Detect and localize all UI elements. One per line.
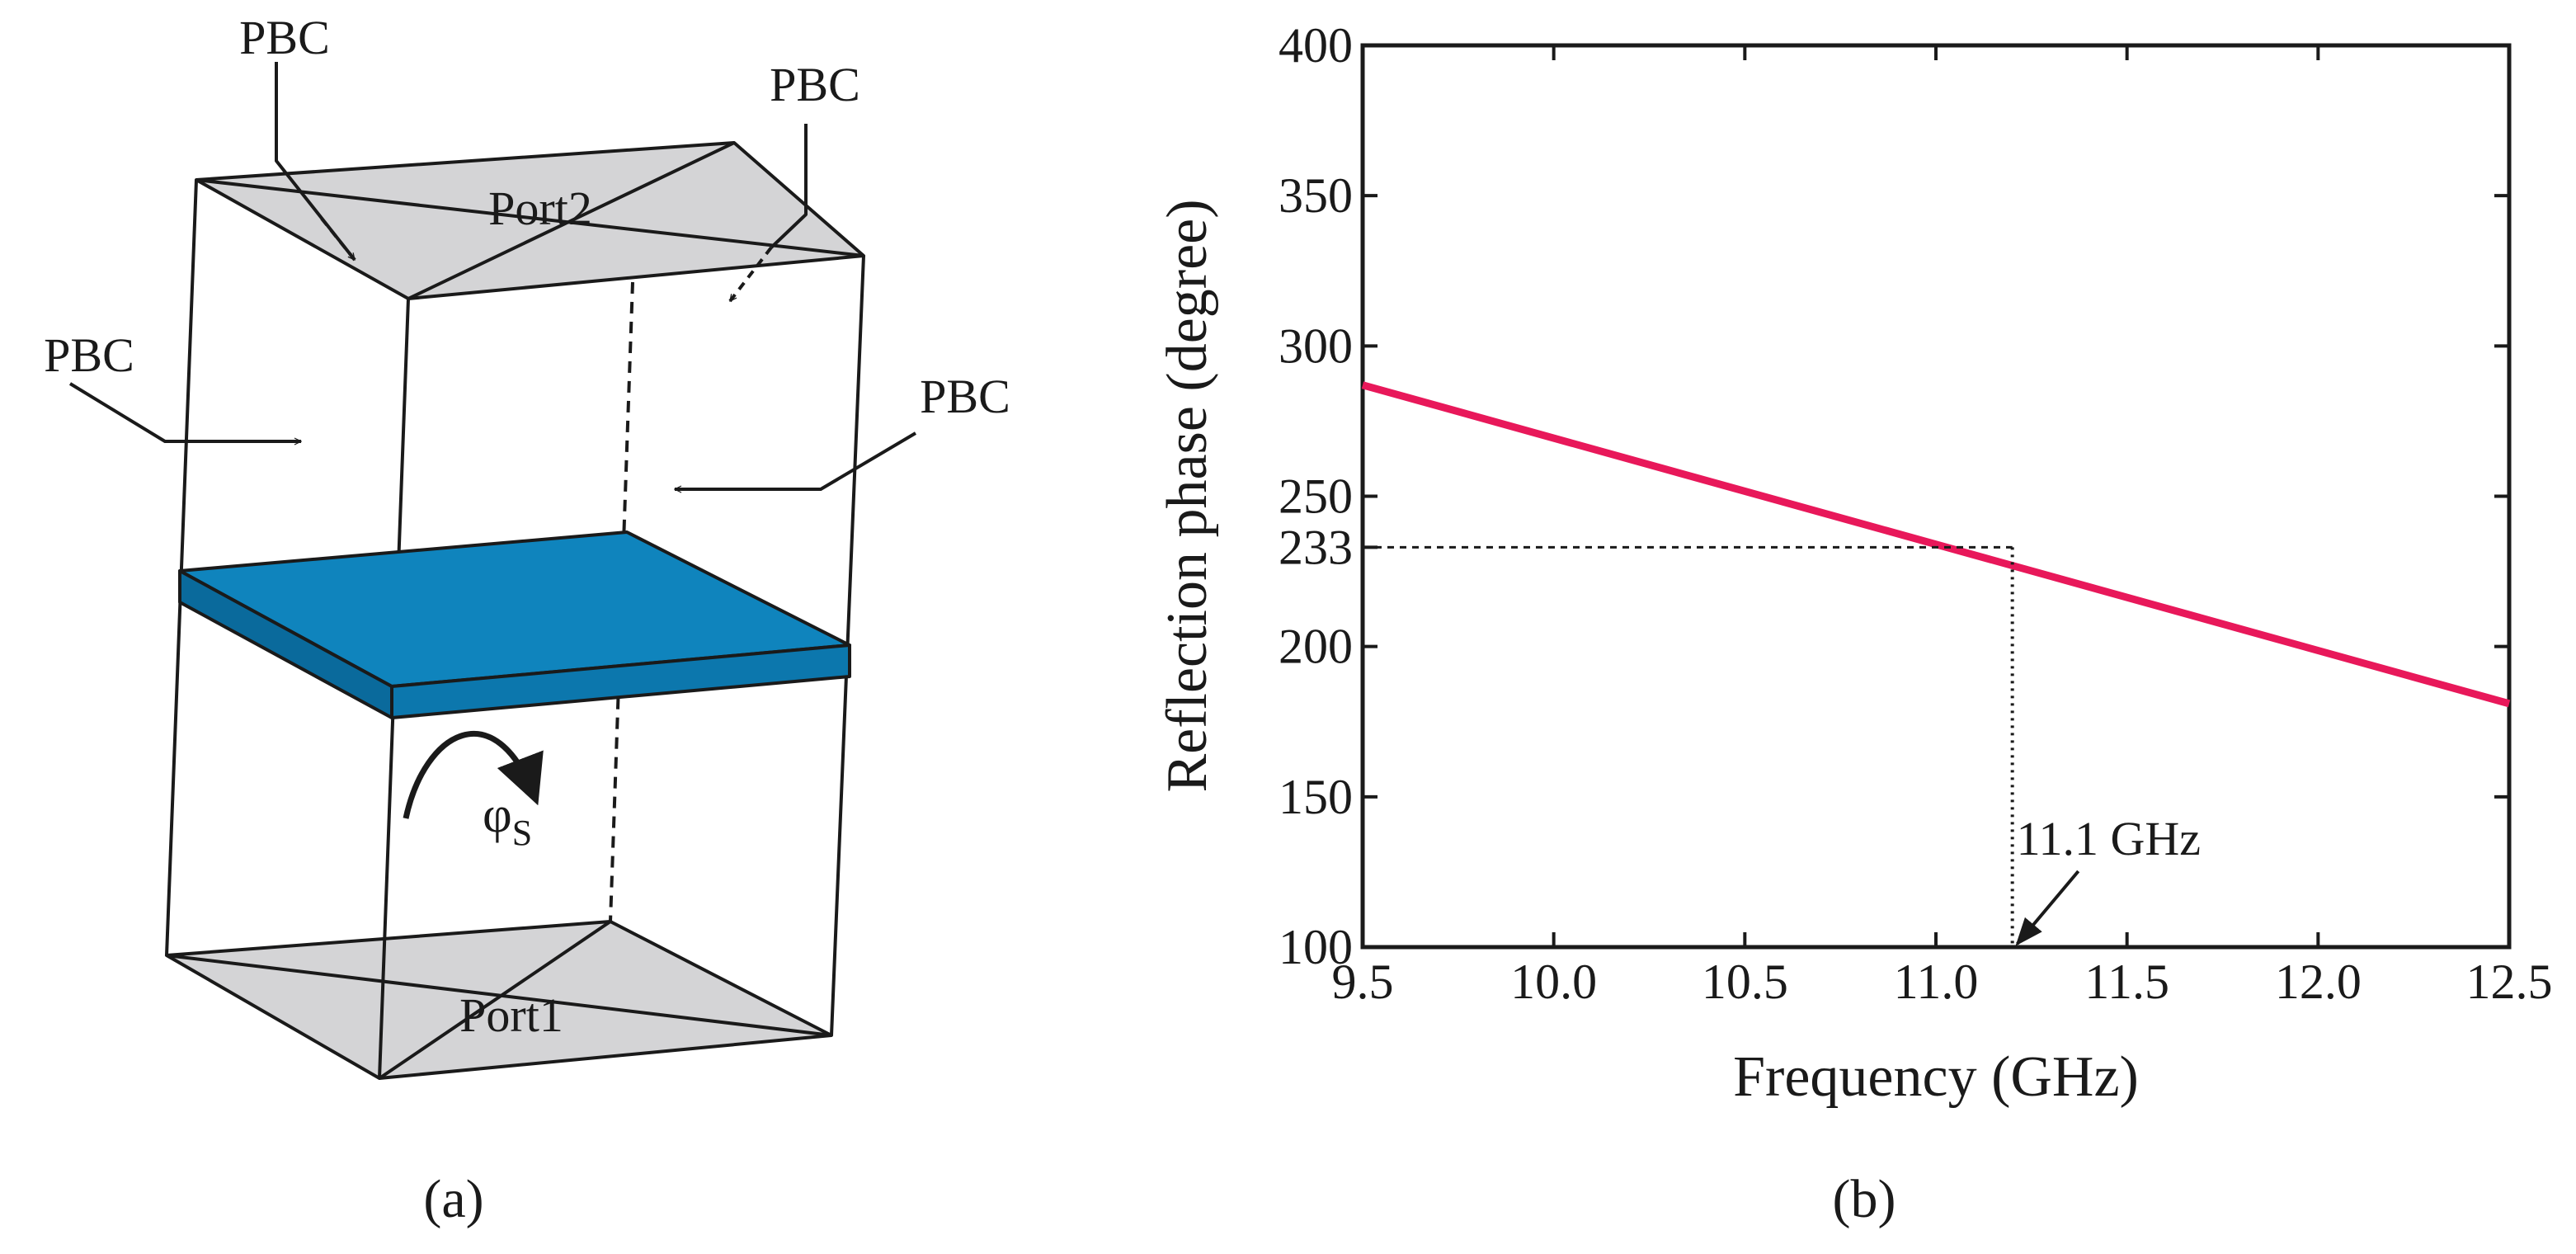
x-tick-label: 11.5 bbox=[2084, 955, 2169, 1009]
pbc-arrow-top-right bbox=[770, 124, 808, 249]
port1-diagonal-b bbox=[378, 920, 612, 1080]
y-tick-label: 100 bbox=[1279, 920, 1353, 974]
plate-right-side bbox=[390, 644, 851, 719]
marker-label: 11.1 GHz bbox=[2017, 812, 2201, 865]
marker-pointer-arrow bbox=[2015, 870, 2080, 946]
y-tick-label: 150 bbox=[1279, 770, 1353, 824]
x-tick-label: 12.0 bbox=[2275, 955, 2362, 1009]
x-tick-label: 11.0 bbox=[1894, 955, 1979, 1009]
pbc-label-top-left: PBC bbox=[239, 11, 330, 64]
x-tick-label: 9.5 bbox=[1332, 955, 1394, 1009]
pbc-label-left: PBC bbox=[44, 328, 134, 382]
pbc-arrow-top-left bbox=[275, 62, 356, 262]
series-line bbox=[1361, 381, 2511, 708]
port2-diagonal-b bbox=[407, 141, 735, 300]
x-tick-label: 10.0 bbox=[1510, 955, 1597, 1009]
pbc-arrow-top-right-dashed bbox=[728, 246, 773, 303]
plot-frame bbox=[1360, 43, 2512, 950]
y-tick-label: 300 bbox=[1279, 318, 1353, 373]
unit-cell-diagram: PBC PBC PBC PBC Port2 Port1 φS (a) bbox=[44, 11, 1010, 1229]
port1-label: Port1 bbox=[459, 988, 563, 1042]
series-group bbox=[1361, 381, 2511, 708]
y-tick-label: 400 bbox=[1279, 18, 1353, 73]
pbc-label-top-right: PBC bbox=[770, 58, 860, 111]
pbc-arrow-left bbox=[68, 382, 301, 441]
pbc-label-right: PBC bbox=[920, 370, 1010, 423]
phase-symbol: φS bbox=[483, 787, 532, 853]
edge-left bbox=[165, 179, 198, 956]
port2-label: Port2 bbox=[488, 182, 592, 235]
y-tick-label: 250 bbox=[1279, 469, 1353, 524]
phase-arrow bbox=[403, 730, 544, 819]
y-tick-label: 350 bbox=[1279, 168, 1353, 223]
y-tick-label: 200 bbox=[1279, 620, 1353, 674]
y-tick-label-extra: 233 bbox=[1279, 520, 1353, 574]
tick-group: 9.5 10.0 10.5 11.0 11.5 12.0 12.5 100 150 200 250 3… bbox=[1279, 18, 2553, 1009]
x-tick-label: 10.5 bbox=[1702, 955, 1788, 1009]
port2-diagonal-a bbox=[195, 178, 864, 257]
caption-a: (a) bbox=[423, 1169, 483, 1229]
x-tick-label: 12.5 bbox=[2466, 955, 2553, 1009]
y-axis-label: Reflection phase (degree) bbox=[1156, 199, 1219, 792]
reflection-phase-chart: 9.5 10.0 10.5 11.0 11.5 12.0 12.5 100 150 200 250 3… bbox=[1156, 18, 2553, 1229]
x-axis-label: Frequency (GHz) bbox=[1733, 1045, 2139, 1109]
pbc-arrow-right bbox=[675, 431, 917, 489]
caption-b: (b) bbox=[1833, 1169, 1896, 1229]
marker-group: 11.1 GHz bbox=[1363, 545, 2201, 947]
